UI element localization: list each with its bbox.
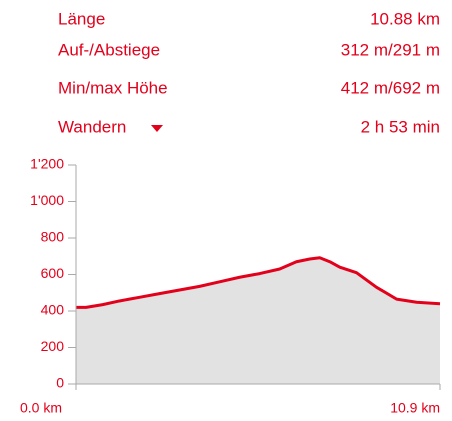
dropdown-arrow[interactable] bbox=[151, 125, 163, 132]
stat-label[interactable]: Wandern bbox=[58, 117, 126, 136]
stat-value: 2 h 53 min bbox=[361, 117, 440, 136]
x-tick-label: 0.0 km bbox=[20, 400, 62, 416]
stat-label: Auf-/Abstiege bbox=[58, 40, 160, 59]
stat-label: Min/max Höhe bbox=[58, 78, 168, 97]
y-tick-label: 1'200 bbox=[30, 156, 64, 172]
y-tick-label: 0 bbox=[56, 375, 64, 391]
y-tick-label: 600 bbox=[41, 265, 65, 281]
stat-label: Länge bbox=[58, 9, 105, 28]
y-tick-label: 1'000 bbox=[30, 192, 64, 208]
stat-value: 412 m/692 m bbox=[341, 78, 440, 97]
x-tick-label: 10.9 km bbox=[390, 400, 440, 416]
area-fill bbox=[76, 257, 440, 384]
stat-value: 10.88 km bbox=[370, 9, 440, 28]
stat-value: 312 m/291 m bbox=[341, 40, 440, 59]
elevation-line bbox=[76, 256, 441, 309]
y-tick-label: 800 bbox=[41, 229, 65, 245]
y-tick-label: 200 bbox=[41, 338, 65, 354]
y-tick-label: 400 bbox=[41, 302, 65, 318]
